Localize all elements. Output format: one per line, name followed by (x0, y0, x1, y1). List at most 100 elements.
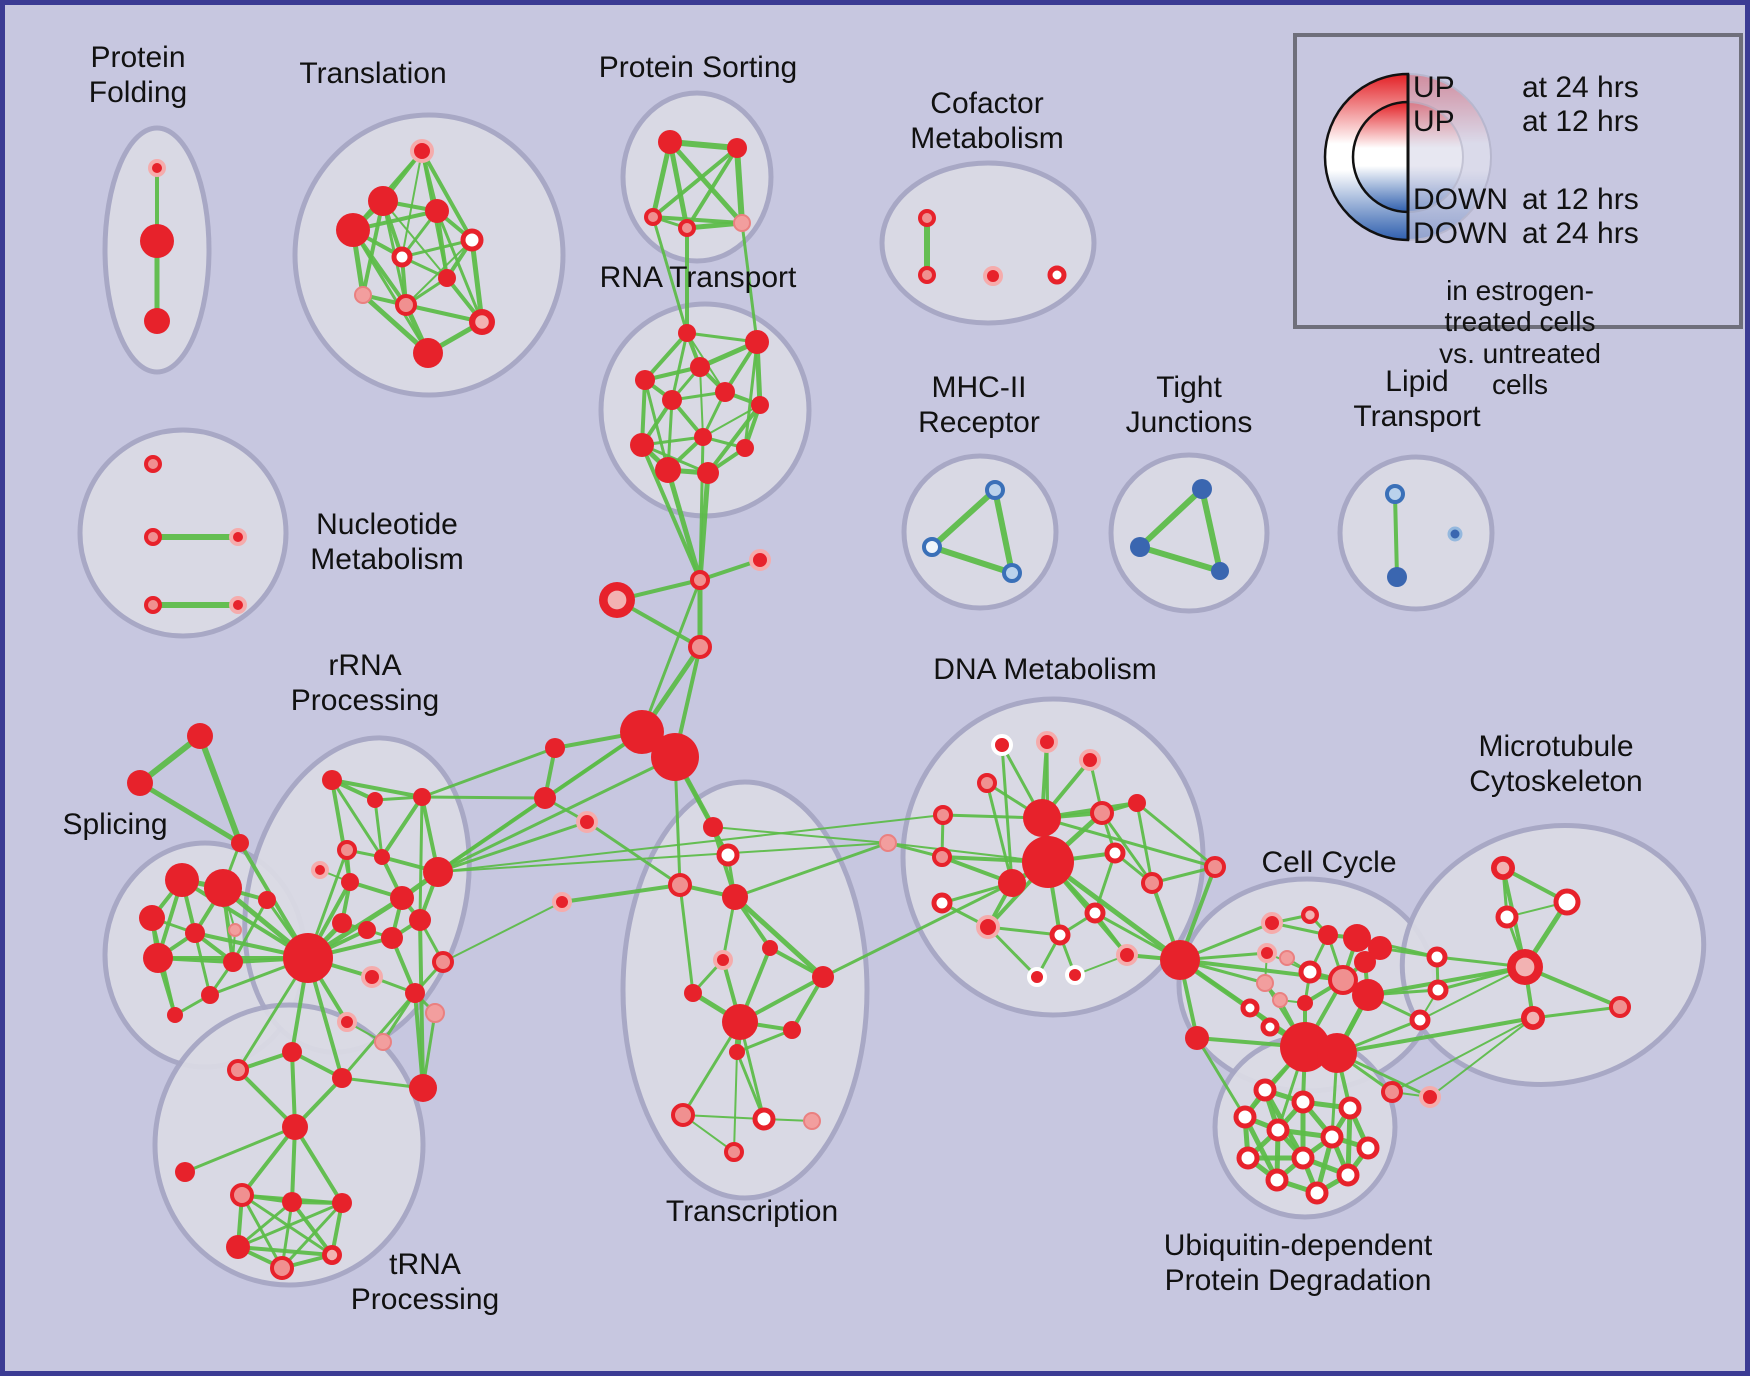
graph-edge (1137, 544, 1223, 574)
graph-node (745, 330, 769, 354)
graph-node (1261, 912, 1283, 934)
graph-node-core (1515, 957, 1535, 977)
graph-node (1279, 950, 1295, 966)
graph-edge (240, 1193, 284, 1270)
cluster-label-microtubule-cytoskeleton: Microtubule Cytoskeleton (1469, 730, 1643, 798)
graph-node (144, 596, 162, 614)
graph-node (620, 710, 664, 754)
graph-edge (665, 467, 703, 583)
graph-edge (735, 1028, 794, 1054)
graph-node (1427, 979, 1449, 1001)
graph-node (736, 439, 754, 457)
graph-edge (986, 925, 1062, 937)
graph-node (918, 266, 936, 284)
cluster-label-splicing: Splicing (62, 808, 168, 841)
graph-node (1036, 731, 1058, 753)
graph-node (1204, 856, 1226, 878)
graph-node-core (1496, 861, 1510, 875)
graph-node (368, 186, 398, 216)
graph-edge (640, 578, 702, 734)
graph-node-core (1526, 1011, 1540, 1025)
graph-edge (681, 1020, 742, 1117)
graph-node (803, 1112, 821, 1130)
graph-node (1002, 563, 1022, 583)
graph-node (1305, 1181, 1329, 1205)
graph-edge (743, 340, 759, 450)
graph-node (358, 921, 376, 939)
graph-node (425, 1003, 445, 1023)
graph-node (1265, 1168, 1289, 1192)
graph-node (724, 1142, 744, 1162)
graph-node (1338, 1096, 1362, 1120)
graph-edge (732, 894, 826, 980)
graph-edge (436, 755, 677, 874)
graph-node (361, 966, 383, 988)
graph-edge (330, 778, 384, 859)
graph-node (722, 884, 748, 910)
graph-node (655, 457, 681, 483)
graph-node (341, 873, 359, 891)
graph-node (139, 905, 165, 931)
graph-edge (1242, 1114, 1280, 1183)
graph-node (716, 843, 740, 867)
graph-node (1233, 1105, 1257, 1129)
cluster-ellipse (620, 90, 774, 264)
graph-node (684, 984, 702, 1002)
graph-edge (436, 820, 589, 874)
graph-node (715, 382, 735, 402)
cluster-ellipse (152, 1002, 426, 1288)
graph-node (688, 635, 712, 659)
graph-node (1381, 1081, 1403, 1103)
graph-node (1047, 265, 1067, 285)
graph-edge (1391, 1017, 1534, 1093)
graph-node (922, 537, 942, 557)
graph-edge (435, 209, 484, 324)
graph-node (545, 738, 565, 758)
graph-node (1409, 1009, 1431, 1031)
graph-node (722, 1004, 758, 1040)
graph-node (644, 208, 662, 226)
graph-node (410, 139, 434, 163)
cluster-label-lipid-transport: Lipid Transport (1353, 365, 1481, 433)
graph-edge (236, 1245, 334, 1257)
graph-edge (418, 795, 424, 922)
graph-edge (706, 403, 762, 475)
graph-node (1385, 484, 1405, 504)
cluster-ellipse (901, 453, 1059, 611)
graph-node (1160, 940, 1200, 980)
legend-down-24-label: DOWN (1413, 217, 1508, 250)
graph-edge (437, 842, 889, 873)
graph-node (282, 1192, 302, 1212)
graph-node (713, 950, 733, 970)
graph-node (228, 923, 242, 937)
graph-node (460, 228, 484, 252)
graph-edge (733, 1051, 738, 1153)
graph-node (1090, 801, 1114, 825)
graph-edge (1100, 811, 1154, 885)
graph-node (1272, 992, 1288, 1008)
graph-node (1387, 567, 1407, 587)
graph-edge (1393, 492, 1399, 579)
graph-node (752, 1107, 776, 1131)
graph-edge (667, 139, 745, 226)
graph-edge (667, 139, 690, 231)
graph-node (223, 952, 243, 972)
graph-node (977, 773, 997, 793)
graph-edge (236, 1201, 344, 1249)
cluster-label-rrna-processing: rRNA Processing (290, 649, 440, 717)
graph-node (933, 805, 953, 825)
graph-node (354, 286, 372, 304)
graph-node (1236, 1146, 1260, 1170)
graph-node (1280, 1022, 1330, 1072)
graph-node (690, 570, 710, 590)
graph-edge (193, 931, 212, 997)
graph-edge (437, 814, 944, 873)
graph-node (658, 130, 682, 154)
graph-node (1336, 1163, 1360, 1187)
graph-node (201, 986, 219, 1004)
graph-node (1240, 998, 1260, 1018)
cluster-label-mhc2-receptor: MHC-II Receptor (918, 371, 1040, 439)
graph-edge (405, 239, 473, 306)
graph-edge (585, 820, 682, 887)
